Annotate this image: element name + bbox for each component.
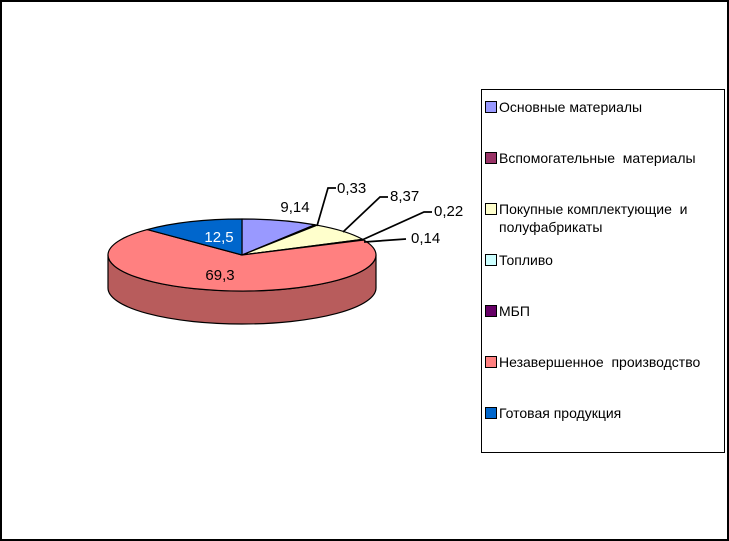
- legend-item: Вспомогательные материалы: [485, 149, 722, 200]
- legend-item: Топливо: [485, 251, 722, 302]
- data-label: 0,14: [411, 230, 440, 247]
- data-label: 69,3: [205, 267, 234, 284]
- legend-item-label: Топливо: [499, 252, 553, 268]
- legend-item: Готовая продукция: [485, 404, 722, 452]
- pie-slice-5: [107, 228, 377, 292]
- legend-marker-icon: [485, 407, 497, 419]
- legend-box: Основные материалы Вспомогательные матери…: [481, 89, 725, 453]
- legend-item: МБП: [485, 302, 722, 353]
- legend-item-label: Вспомогательные материалы: [499, 150, 696, 166]
- leader-line: [363, 238, 407, 243]
- legend-item: Основные материалы: [485, 98, 722, 149]
- legend-item-label: Покупные комплектующие и полуфабрикаты: [499, 201, 688, 236]
- data-label: 9,14: [280, 199, 309, 216]
- legend-item: Покупные комплектующие и полуфабрикаты: [485, 200, 722, 251]
- legend-marker-icon: [485, 305, 497, 317]
- data-label: 0,33: [337, 180, 366, 197]
- legend-marker-icon: [485, 101, 497, 113]
- legend-marker-icon: [485, 152, 497, 164]
- data-label: 0,22: [434, 203, 463, 220]
- legend-marker-icon: [485, 356, 497, 368]
- pie-chart-3d: 9,14 0,33 8,37 0,22 0,14 69,3 12,5: [107, 180, 463, 325]
- leader-line: [361, 211, 432, 241]
- data-label: 8,37: [390, 188, 419, 205]
- pie-slice-6: [146, 218, 243, 256]
- leader-line: [342, 196, 388, 233]
- legend-item: Незавершенное производство: [485, 353, 722, 404]
- legend-item-label: МБП: [499, 303, 530, 319]
- legend-item-label: Незавершенное производство: [499, 354, 701, 370]
- legend-item-label: Готовая продукция: [499, 405, 622, 421]
- leader-line: [316, 187, 336, 227]
- legend-item-label: Основные материалы: [499, 99, 643, 115]
- data-label: 12,5: [204, 229, 233, 246]
- legend-marker-icon: [485, 203, 497, 215]
- legend-marker-icon: [485, 254, 497, 266]
